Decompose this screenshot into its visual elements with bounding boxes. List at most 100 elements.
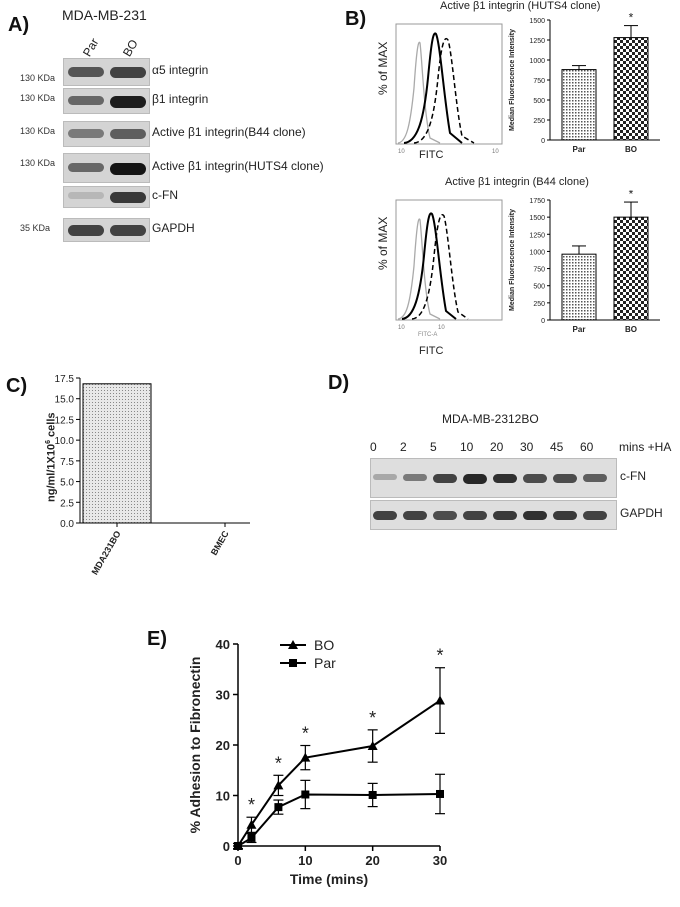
data-point (367, 741, 378, 751)
lane-label-bo: BO (120, 36, 141, 59)
histogram-frame (395, 23, 503, 145)
blot-band (493, 474, 517, 484)
significance-star: * (369, 708, 376, 728)
blot-band (68, 225, 104, 236)
blot-band (493, 511, 517, 520)
panel-c-label: C) (6, 375, 28, 397)
histogram-par-curve (403, 32, 463, 144)
y-axis-label: Median Fluorescence Intensity (509, 29, 516, 131)
x-tick-label: Par (573, 145, 586, 154)
significance-star: * (248, 795, 255, 815)
hist-top-xlabel: FITC (419, 149, 444, 161)
blot-band (433, 474, 457, 483)
data-point (247, 833, 256, 842)
blot-band (373, 511, 397, 520)
blot-band (433, 511, 457, 520)
timepoint-label: 60 (580, 440, 594, 454)
significance-star: * (436, 646, 443, 666)
panel-b: Active β1 integrin (HUTS4 clone) Active … (340, 0, 680, 360)
panel-b-label: B) (345, 8, 367, 30)
marker-label: 130 KDa (20, 126, 56, 136)
y-tick-label: 250 (533, 118, 545, 125)
marker-label: 130 KDa (20, 73, 56, 83)
y-tick-label: 7.5 (60, 457, 74, 468)
series-line (237, 699, 441, 847)
timepoint-label: 45 (550, 440, 564, 454)
y-tick-label: 30 (216, 688, 230, 703)
blot-band (68, 192, 104, 199)
timepoint-label: 0 (370, 440, 377, 454)
blot-band (110, 225, 146, 236)
blot-band (553, 474, 577, 483)
y-tick-label: 0.0 (60, 519, 74, 530)
bar (82, 383, 152, 524)
significance-star: * (302, 724, 309, 744)
blot-band (110, 96, 146, 108)
y-tick-label: 40 (216, 637, 230, 652)
x-tick-label: BO (625, 325, 637, 334)
timepoint-labels: 0 2 5 10 20 30 45 60 (370, 440, 630, 456)
blot-band (68, 163, 104, 173)
blot-band (403, 511, 427, 520)
hist-bottom-ylabel: % of MAX (376, 216, 390, 270)
legend-marker (288, 640, 298, 649)
x-tick-label: 0 (234, 853, 241, 868)
y-tick-label: 500 (533, 284, 545, 291)
timepoint-label: 2 (400, 440, 407, 454)
blot-band (553, 511, 577, 520)
blot-row-label: GAPDH (152, 221, 195, 235)
blot-band (403, 474, 427, 482)
significance-star: * (629, 11, 634, 25)
svg-text:10: 10 (438, 325, 445, 331)
y-tick-label: 250 (533, 301, 545, 308)
hist-top-ylabel: % of MAX (376, 41, 390, 95)
data-point (273, 780, 284, 790)
hist-bottom-sublabel: FITC-A (418, 332, 438, 338)
y-tick-label: 20 (216, 738, 230, 753)
y-tick-label: 1250 (529, 232, 545, 239)
blot-row-label: c-FN (152, 188, 178, 202)
timepoint-label: 20 (490, 440, 504, 454)
blot-d-rows: c-FN GAPDH (330, 458, 680, 538)
data-point (246, 819, 257, 829)
blot-band (68, 67, 104, 77)
line-chart-e: 0 10 20 30 40 0 10 20 30 Time (mins) % Adhesion to… (187, 637, 447, 887)
bar (561, 69, 597, 141)
blot-band (110, 163, 146, 175)
histogram-huts4: 10 10 (395, 23, 503, 155)
cell-line-title: MDA-MB-231 (62, 7, 147, 23)
bar (561, 253, 597, 321)
blot-band (373, 474, 397, 480)
blot-row-label: β1 integrin (152, 92, 209, 106)
blot-band (583, 511, 607, 520)
blot-strip (63, 121, 150, 147)
y-tick-label: 750 (533, 78, 545, 85)
data-point (368, 790, 377, 799)
blot-band (110, 67, 146, 78)
histogram-bo-curve (413, 37, 475, 144)
data-point (234, 842, 242, 850)
hist-bottom-xlabel: FITC (419, 345, 444, 357)
y-tick-label: 1500 (529, 215, 545, 222)
significance-star: * (629, 190, 634, 201)
data-point (300, 752, 311, 762)
y-tick-label: 12.5 (55, 415, 75, 426)
legend-label: BO (314, 637, 334, 653)
blot-strip (63, 218, 150, 242)
x-tick-label: MDA231BO (90, 529, 123, 576)
panel-b-bottom-title: Active β1 integrin (B44 clone) (445, 176, 589, 188)
histogram-par-curve (401, 212, 457, 320)
y-tick-label: 750 (533, 267, 545, 274)
histogram-bo-curve (411, 214, 469, 320)
x-tick-label: BO (625, 145, 637, 154)
bar-chart-huts4: 0 250 500 750 1000 1250 1500 Median Fluorescenc… (509, 11, 660, 154)
bar (613, 216, 649, 321)
y-tick-label: 5.0 (60, 478, 74, 489)
panel-e-label: E) (147, 628, 167, 650)
blot-band (68, 96, 104, 106)
y-axis-label: % Adhesion to Fibronectin (187, 657, 203, 834)
chart-c-ylabel-sup: 6 (45, 440, 52, 444)
timepoint-label: 30 (520, 440, 534, 454)
blot-row-label: c-FN (620, 469, 646, 483)
svg-text:10: 10 (398, 149, 405, 155)
